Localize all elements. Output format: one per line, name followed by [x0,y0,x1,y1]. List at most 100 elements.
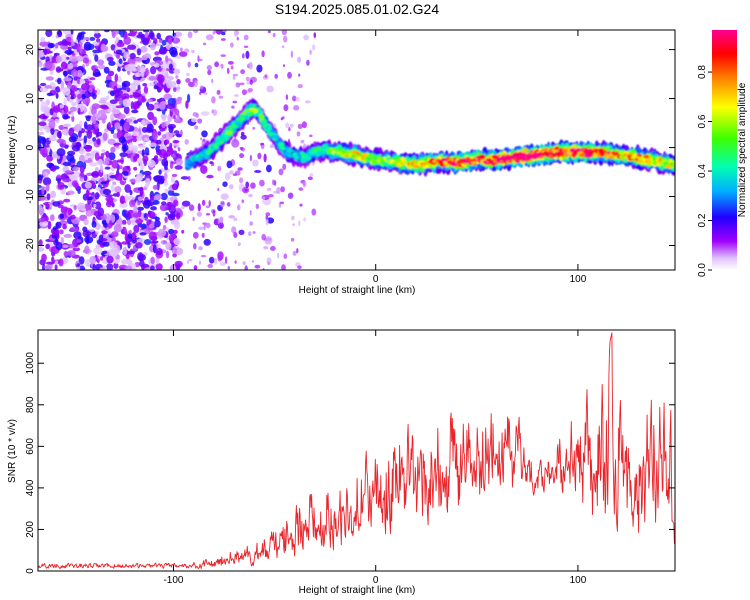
spectrogram-noise-blob [136,65,141,73]
spectrogram-hotspot [539,152,553,156]
spectrogram-noise-blob [184,139,189,145]
spectrogram-noise-blob [149,42,156,51]
spectrogram-noise-blob [126,165,131,170]
spectrogram-noise-blob [268,194,274,198]
spectrogram-y-axis-label: Frequency (Hz) [7,116,18,185]
snr-series-line [38,332,675,570]
spectrogram-noise-blob [131,131,140,137]
spectrogram-noise-blob [184,48,190,53]
spectrogram-noise-blob [194,62,199,68]
spectrogram-noise-blob [77,93,82,100]
spectrogram-noise-blob [249,154,252,162]
spectrogram-noise-blob [89,162,98,167]
spectrogram-noise-blob [51,154,57,159]
spectrogram-noise-blob [298,220,301,227]
spectrogram-noise-blob [133,166,138,171]
spectrogram-noise-blob [198,246,203,251]
spectrogram-noise-blob [161,68,167,75]
spectrogram-noise-blob [121,93,130,100]
spectrogram-noise-blob [193,265,198,270]
spectrogram-ridge-blob [207,148,214,153]
spectrogram-noise-blob [158,169,162,175]
spectrogram-noise-blob [52,226,57,231]
spectrogram-noise-blob [288,127,291,132]
spectrogram-noise-blob [61,244,69,248]
spectrogram-noise-blob [162,240,167,244]
spectrogram-noise-blob [292,95,297,102]
spectrogram-ridge-blob [275,139,281,144]
spectrogram-noise-blob [139,65,146,73]
snr-y-tick-label: 0 [25,568,36,574]
spectrogram-noise-blob [38,124,44,131]
spectrogram-noise-blob [202,138,206,142]
spectrogram-ridge-blob [371,159,378,165]
spectrogram-noise-blob [168,132,176,136]
spectrogram-noise-blob [70,95,75,100]
spectrogram-noise-blob [142,200,151,209]
spectrogram-noise-blob [77,189,81,195]
spectrogram-noise-blob [272,179,275,186]
colorbar-scale [712,30,737,270]
spectrogram-noise-blob [274,73,279,79]
spectrogram-noise-blob [238,229,245,235]
spectrogram-noise-blob [114,251,118,258]
spectrogram-noise-blob [175,55,181,59]
spectrogram-noise-blob [206,65,212,71]
spectrogram-noise-blob [131,231,136,241]
spectrogram-noise-blob [226,202,231,207]
spectrogram-noise-blob [131,109,139,114]
spectrogram-hotspot [558,150,563,154]
spectrogram-noise-blob [71,42,75,47]
spectrogram-noise-blob [166,103,176,110]
spectrogram-noise-blob [63,70,68,77]
spectrogram-noise-blob [160,192,168,201]
spectrogram-noise-blob [71,85,78,92]
spectrogram-noise-blob [42,171,49,178]
spectrogram-noise-blob [113,224,122,233]
spectrogram-noise-blob [236,36,239,41]
spectrogram-noise-blob [82,57,90,64]
spectrogram-noise-blob [287,71,292,79]
spectrogram-noise-blob [53,105,61,113]
spectrogram-noise-blob [102,250,108,255]
spectrogram-noise-blob [136,173,144,182]
spectrogram-noise-blob [280,117,284,121]
spectrogram-noise-blob [101,148,106,153]
spectrogram-noise-blob [83,36,91,41]
spectrogram-noise-blob [231,138,240,148]
spectrogram-noise-blob [89,256,97,264]
spectrogram-noise-blob [63,77,72,82]
spectrogram-noise-blob [126,250,136,255]
spectrogram-noise-blob [143,30,150,33]
spectrogram-noise-blob [71,115,75,122]
spectrogram-noise-blob [62,161,72,167]
spectrogram-noise-blob [62,223,67,230]
spectrogram-noise-blob [300,139,305,144]
spectrogram-noise-blob [133,155,138,162]
spectrogram-noise-blob [106,95,110,99]
spectrogram-noise-blob [211,96,216,104]
spectrogram-noise-blob [157,74,165,84]
spectrogram-noise-blob [235,82,241,88]
spectrogram-noise-blob [84,159,93,163]
spectrogram-noise-blob [309,173,314,177]
spectrogram-noise-blob [38,131,45,136]
spectrogram-noise-blob [249,221,254,226]
spectrogram-noise-blob [68,127,75,137]
spectrogram-noise-blob [169,108,176,112]
spectrogram-noise-blob [95,88,101,96]
spectrogram-noise-blob [57,77,62,85]
spectrogram-noise-blob [198,226,205,230]
spectrogram-noise-blob [153,175,161,181]
spectrogram-noise-blob [45,60,53,70]
spectrogram-noise-blob [240,131,245,136]
spectrogram-ridge-blob [361,153,368,157]
spectrogram-noise-blob [192,216,195,222]
spectrogram-noise-blob [62,30,71,34]
spectrogram-noise-blob [150,265,155,270]
spectrogram-noise-blob [132,212,141,218]
spectrogram-noise-blob [229,170,234,175]
spectrogram-noise-blob [101,118,106,124]
spectrogram-noise-blob [85,259,91,267]
spectrogram-noise-blob [145,67,149,77]
